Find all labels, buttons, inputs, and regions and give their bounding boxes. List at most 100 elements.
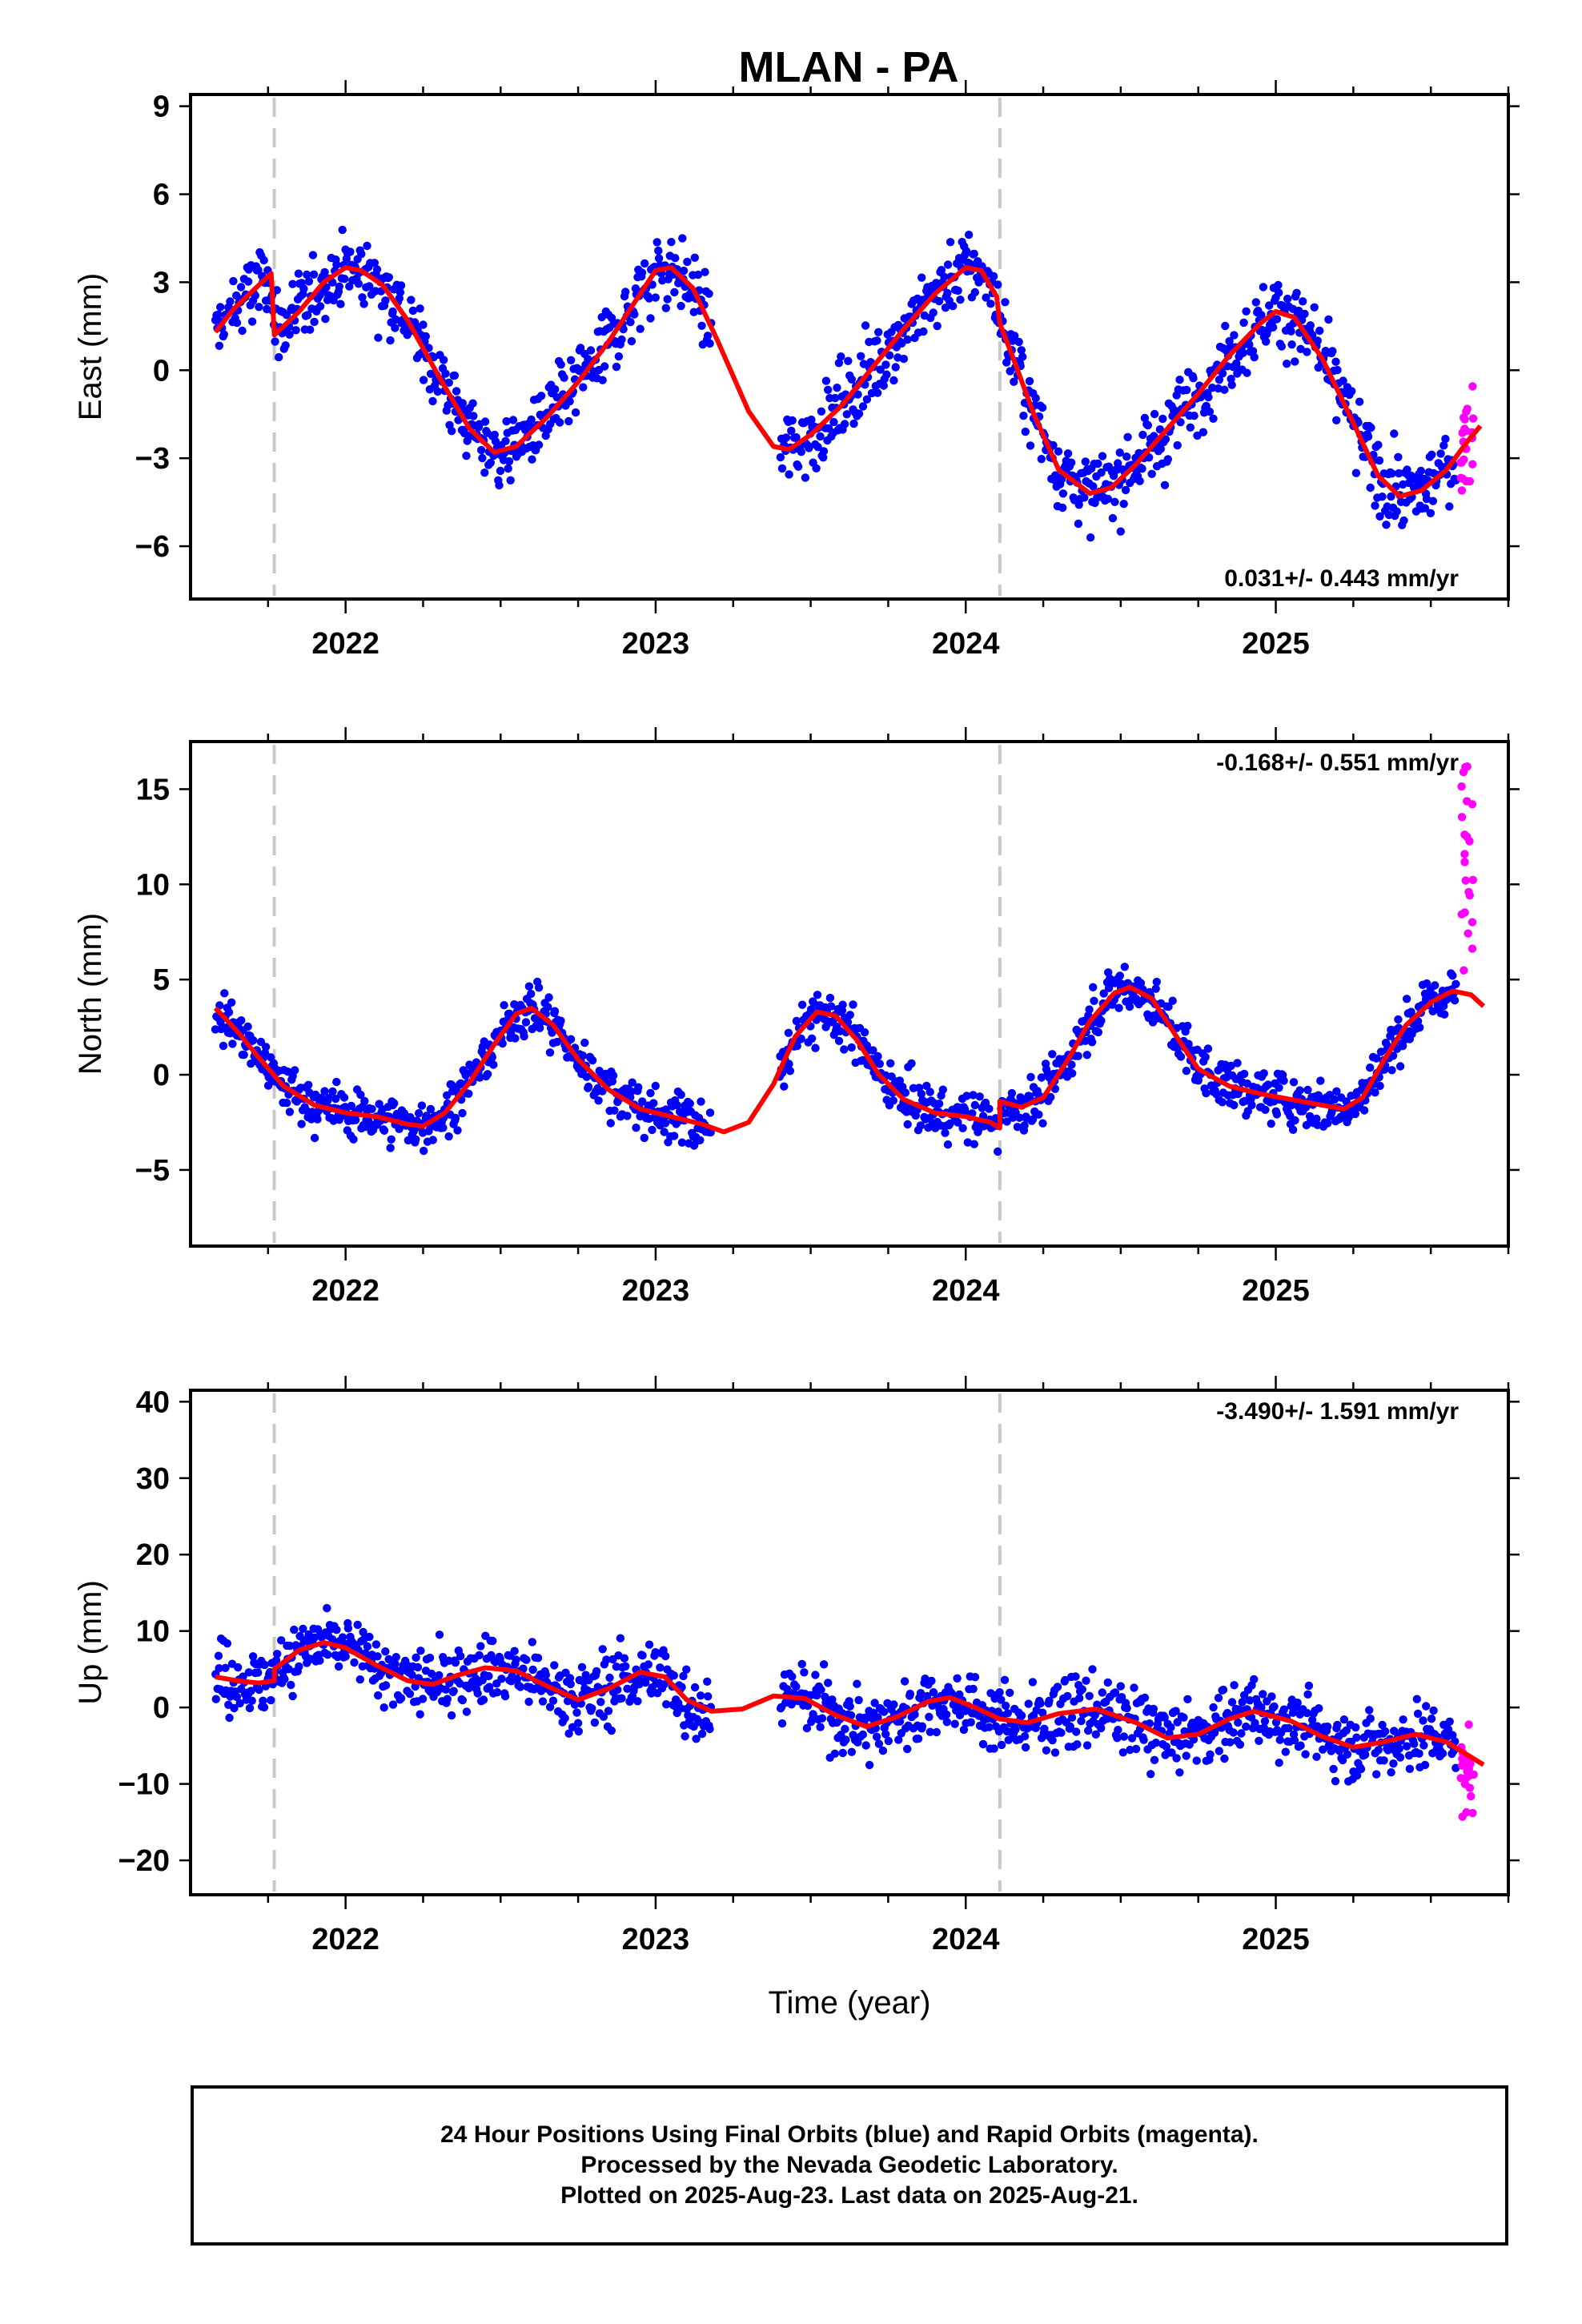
data-point (1130, 1683, 1138, 1692)
rapid-data-point (1457, 813, 1467, 822)
data-point (841, 1735, 850, 1744)
data-point (932, 1727, 942, 1737)
data-point (1098, 1688, 1107, 1697)
data-point (1255, 1736, 1263, 1745)
data-point (682, 1665, 691, 1674)
data-point (1215, 1747, 1224, 1755)
rapid-data-point (1461, 762, 1470, 772)
data-point (450, 371, 460, 380)
data-point (277, 1636, 286, 1645)
data-point (889, 1700, 898, 1709)
data-point (1301, 1750, 1310, 1759)
data-point (671, 254, 680, 263)
data-point (1199, 428, 1208, 436)
data-point (1119, 1732, 1129, 1741)
data-point (1419, 1716, 1427, 1725)
data-point (417, 1101, 427, 1110)
data-point (938, 1085, 948, 1094)
data-point (451, 1113, 460, 1123)
data-point (614, 352, 624, 361)
data-point (556, 360, 565, 369)
data-point (1175, 376, 1184, 384)
data-point (1243, 1107, 1253, 1116)
data-point (416, 304, 424, 313)
data-point (847, 1747, 857, 1756)
data-point (1422, 1702, 1431, 1711)
data-point (617, 1694, 626, 1703)
data-point (970, 249, 978, 259)
data-point (854, 409, 864, 418)
data-point (1203, 1044, 1213, 1053)
data-point (245, 1703, 255, 1713)
data-point (661, 304, 670, 312)
data-point (444, 378, 453, 387)
data-point (1084, 1726, 1093, 1735)
data-point (340, 275, 349, 283)
data-point (1291, 357, 1299, 366)
data-point (255, 1685, 263, 1695)
data-point (1351, 1109, 1360, 1119)
data-point (1387, 492, 1395, 501)
data-point (1182, 1751, 1191, 1760)
data-point (464, 1089, 473, 1099)
data-point (1160, 1713, 1169, 1722)
data-point (1116, 1682, 1126, 1691)
data-point (1306, 321, 1315, 330)
data-point (1392, 507, 1401, 516)
data-point (524, 982, 534, 991)
data-point (1113, 1734, 1122, 1743)
data-point (1323, 1722, 1332, 1731)
data-point (872, 1732, 881, 1741)
data-point (606, 1119, 615, 1128)
data-point (1126, 1745, 1134, 1755)
data-point (370, 259, 379, 267)
data-point (847, 1043, 856, 1052)
data-point (941, 1128, 950, 1137)
data-point (1087, 1038, 1097, 1047)
rapid-data-point (1460, 1779, 1470, 1788)
data-point (560, 373, 568, 382)
rapid-data-point (1464, 1720, 1473, 1729)
data-point (697, 1729, 707, 1739)
data-point (439, 1124, 448, 1132)
data-point (1402, 995, 1411, 1003)
data-point (1048, 1735, 1057, 1745)
data-point (644, 1640, 654, 1649)
data-point (1275, 1084, 1283, 1092)
data-point (845, 1011, 855, 1019)
data-point (656, 1663, 665, 1672)
data-point (1098, 452, 1107, 460)
data-point (512, 1655, 520, 1664)
data-point (1243, 368, 1251, 377)
data-point (1239, 1069, 1249, 1079)
rapid-data-point (1457, 458, 1466, 467)
data-point (1259, 283, 1268, 292)
data-point (1420, 504, 1430, 513)
data-point (628, 1078, 636, 1087)
data-point (1229, 1728, 1238, 1737)
data-point (907, 1059, 916, 1068)
data-point (1315, 1704, 1323, 1713)
data-point (234, 1663, 243, 1672)
data-point (574, 1727, 583, 1736)
data-point (1220, 385, 1229, 394)
data-point (1387, 1768, 1395, 1777)
data-point (610, 1106, 619, 1115)
data-point (1072, 1727, 1081, 1736)
data-point (942, 1718, 952, 1727)
data-point (247, 1696, 256, 1705)
data-point (1251, 1719, 1259, 1727)
data-point (1026, 441, 1035, 450)
data-point (334, 1662, 343, 1671)
data-point (809, 1710, 817, 1719)
data-point (1086, 533, 1095, 542)
data-point (970, 1100, 980, 1110)
data-point (1413, 1709, 1423, 1719)
data-point (873, 388, 882, 397)
data-point (966, 1718, 975, 1727)
y-tick-label: 9 (153, 90, 170, 124)
data-point (1328, 347, 1337, 356)
data-point (958, 1124, 967, 1133)
data-point (291, 326, 300, 335)
data-point (379, 1703, 388, 1712)
